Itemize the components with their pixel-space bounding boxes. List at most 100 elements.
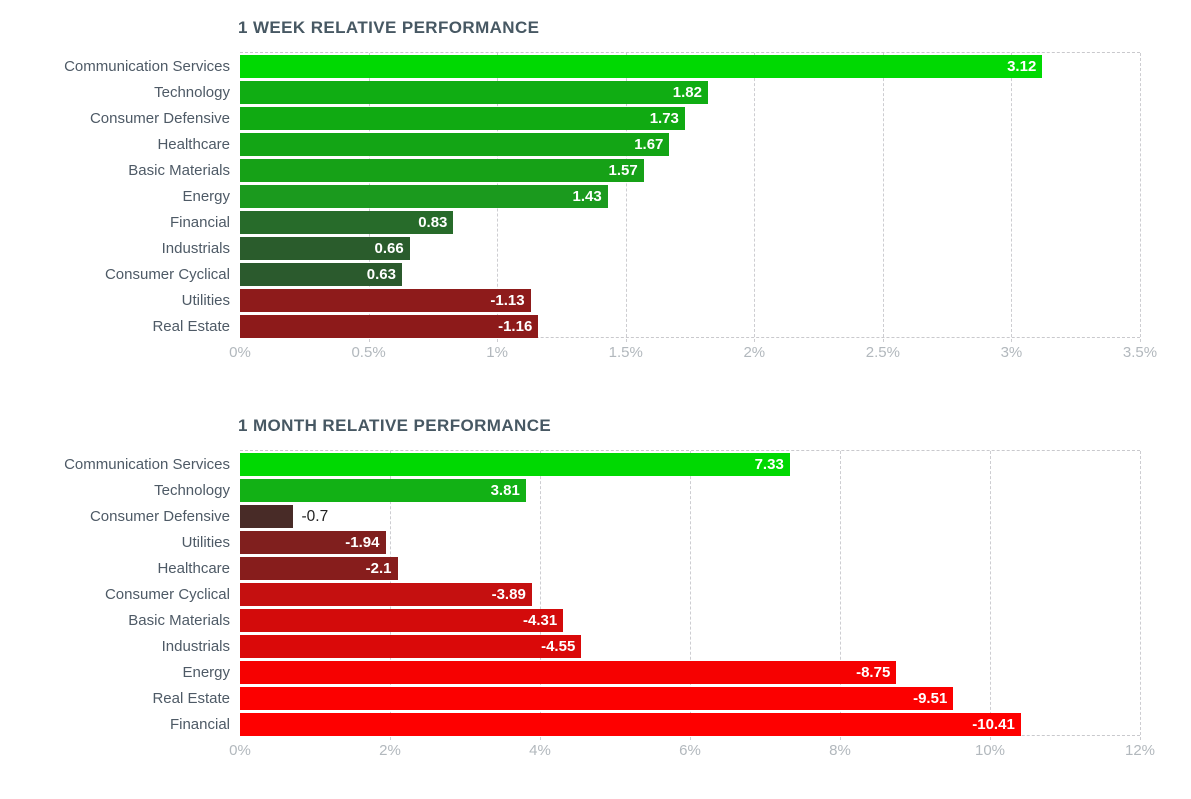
value-label: -4.55: [541, 638, 576, 655]
x-axis: 0% 2% 4% 6% 8% 10% 12%: [229, 742, 1155, 762]
bar-track: -10.41: [240, 713, 1140, 736]
bars-container: Communication Services 7.33 Technology 3…: [0, 450, 1140, 739]
bar-track: 1.73: [240, 107, 1140, 130]
value-label: -2.1: [365, 560, 392, 577]
gridline: [882, 53, 884, 342]
bar: 1.43: [240, 185, 608, 208]
bar: -4.31: [240, 609, 564, 632]
bar: -1.13: [240, 289, 531, 312]
bar-row: Technology 1.82: [0, 81, 1140, 104]
chart-1-week-relative-performance: 1 WEEK RELATIVE PERFORMANCE Communicatio…: [0, 18, 1191, 361]
bar: 0.63: [240, 263, 402, 286]
gridline: [754, 53, 756, 342]
value-label: -1.13: [490, 292, 525, 309]
x-axis-tick-label: 0.5%: [351, 344, 386, 361]
bar: 3.12: [240, 55, 1043, 78]
bar: 0.66: [240, 237, 410, 260]
category-label: Energy: [182, 664, 230, 681]
bar-track: 3.81: [240, 479, 1140, 502]
value-label: 1.43: [572, 188, 602, 205]
x-axis-tick-label: 1.5%: [608, 344, 643, 361]
bar: 3.81: [240, 479, 526, 502]
bar-track: 1.82: [240, 81, 1140, 104]
x-axis-tick-label: 12%: [1124, 742, 1156, 759]
category-label: Basic Materials: [128, 162, 230, 179]
bar: -10.41: [240, 713, 1021, 736]
bar-row: Consumer Cyclical 0.63: [0, 263, 1140, 286]
x-axis-tick-label: 3.5%: [1122, 344, 1158, 361]
chart-title: 1 MONTH RELATIVE PERFORMANCE: [238, 416, 552, 435]
value-label: 7.33: [754, 456, 784, 473]
bar-track: -1.16: [240, 315, 1140, 338]
bar-track: 0.83: [240, 211, 1140, 234]
bar-track: -1.13: [240, 289, 1140, 312]
bar-track: -0.7: [240, 505, 1140, 528]
bar: -3.89: [240, 583, 532, 606]
value-label: 3.81: [490, 482, 520, 499]
bar: 0.83: [240, 211, 454, 234]
x-axis-tick-label: 1%: [486, 344, 508, 361]
bar-track: -1.94: [240, 531, 1140, 554]
bar-track: -8.75: [240, 661, 1140, 684]
gridline: [1011, 53, 1013, 342]
value-label: -9.51: [913, 690, 948, 707]
gridline: [539, 451, 541, 740]
category-label: Technology: [154, 482, 230, 499]
bar-row: Consumer Defensive -0.7: [0, 505, 1140, 528]
bar-row: Industrials -4.55: [0, 635, 1140, 658]
bar-track: -4.31: [240, 609, 1140, 632]
x-axis-tick-label: 4%: [529, 742, 551, 759]
value-label: 1.67: [634, 136, 664, 153]
bar-track: -2.1: [240, 557, 1140, 580]
x-axis-tick-label: 10%: [974, 742, 1006, 759]
value-label: 3.12: [1007, 58, 1037, 75]
bar-row: Healthcare -2.1: [0, 557, 1140, 580]
category-label: Real Estate: [152, 318, 230, 335]
bar: 1.57: [240, 159, 644, 182]
category-label: Financial: [169, 214, 230, 231]
x-axis: 0% 0.5% 1% 1.5% 2% 2.5% 3% 3.5%: [229, 344, 1157, 364]
bar-row: Consumer Cyclical -3.89: [0, 583, 1140, 606]
category-label: Consumer Defensive: [89, 508, 230, 525]
value-label: -0.7: [301, 507, 329, 525]
bar-track: -9.51: [240, 687, 1140, 710]
category-label: Consumer Cyclical: [104, 266, 230, 283]
bar: 1.82: [240, 81, 708, 104]
bar-track: 7.33: [240, 453, 1140, 476]
bar-row: Communication Services 7.33: [0, 453, 1140, 476]
bar-track: 1.43: [240, 185, 1140, 208]
bars-container: Communication Services 3.12 Technology 1…: [0, 52, 1140, 341]
bar: -2.1: [240, 557, 398, 580]
plot-area: Communication Services 3.12 Technology 1…: [0, 52, 1191, 361]
x-axis-tick-label: 2%: [379, 742, 401, 759]
bar-row: Industrials 0.66: [0, 237, 1140, 260]
x-axis-tick-label: 3%: [1000, 344, 1023, 361]
bar-row: Basic Materials 1.57: [0, 159, 1140, 182]
value-label: 1.82: [672, 84, 702, 101]
value-label: -1.94: [345, 534, 380, 551]
x-axis-tick-label: 0%: [229, 344, 251, 361]
category-label: Healthcare: [157, 560, 230, 577]
bar: -1.94: [240, 531, 386, 554]
value-label: 0.83: [418, 214, 448, 231]
category-label: Utilities: [181, 292, 230, 309]
bar-row: Healthcare 1.67: [0, 133, 1140, 156]
category-label: Consumer Defensive: [89, 110, 230, 127]
category-label: Real Estate: [152, 690, 230, 707]
bar-track: 1.57: [240, 159, 1140, 182]
x-axis-tick-label: 2.5%: [865, 344, 900, 361]
value-label: 0.63: [366, 266, 396, 283]
value-label: -4.31: [522, 612, 558, 629]
bar-row: Financial 0.83: [0, 211, 1140, 234]
category-label: Energy: [182, 188, 230, 205]
value-label: 1.73: [649, 110, 679, 127]
bar-track: 1.67: [240, 133, 1140, 156]
value-label: -1.16: [498, 318, 533, 335]
bar: -1.16: [240, 315, 539, 338]
bar: 1.67: [240, 133, 670, 156]
x-axis-tick-label: 6%: [679, 742, 701, 759]
category-label: Consumer Cyclical: [104, 586, 230, 603]
bar-row: Energy -8.75: [0, 661, 1140, 684]
bar-track: 0.66: [240, 237, 1140, 260]
bar-track: 3.12: [240, 55, 1140, 78]
